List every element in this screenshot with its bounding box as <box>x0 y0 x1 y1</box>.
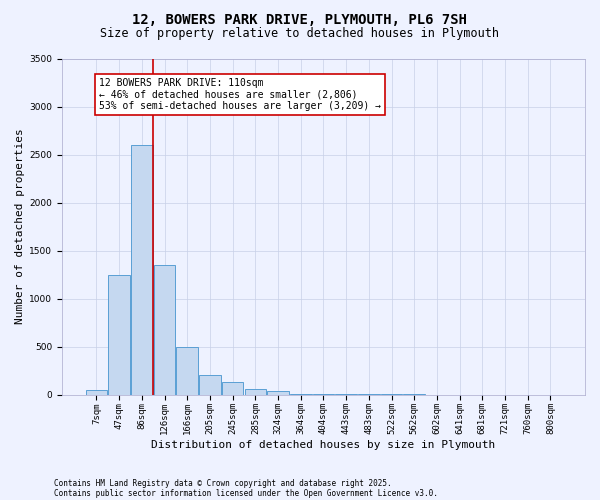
Bar <box>109 274 130 394</box>
X-axis label: Distribution of detached houses by size in Plymouth: Distribution of detached houses by size … <box>151 440 496 450</box>
Text: Contains public sector information licensed under the Open Government Licence v3: Contains public sector information licen… <box>54 488 438 498</box>
Bar <box>267 390 289 394</box>
Text: Size of property relative to detached houses in Plymouth: Size of property relative to detached ho… <box>101 28 499 40</box>
Text: Contains HM Land Registry data © Crown copyright and database right 2025.: Contains HM Land Registry data © Crown c… <box>54 478 392 488</box>
Bar <box>131 145 152 394</box>
Text: 12, BOWERS PARK DRIVE, PLYMOUTH, PL6 7SH: 12, BOWERS PARK DRIVE, PLYMOUTH, PL6 7SH <box>133 12 467 26</box>
Bar <box>245 389 266 394</box>
Bar <box>154 265 175 394</box>
Text: 12 BOWERS PARK DRIVE: 110sqm
← 46% of detached houses are smaller (2,806)
53% of: 12 BOWERS PARK DRIVE: 110sqm ← 46% of de… <box>99 78 381 111</box>
Bar <box>86 390 107 394</box>
Bar <box>176 346 198 395</box>
Y-axis label: Number of detached properties: Number of detached properties <box>15 128 25 324</box>
Bar <box>222 382 244 394</box>
Bar <box>199 376 221 394</box>
